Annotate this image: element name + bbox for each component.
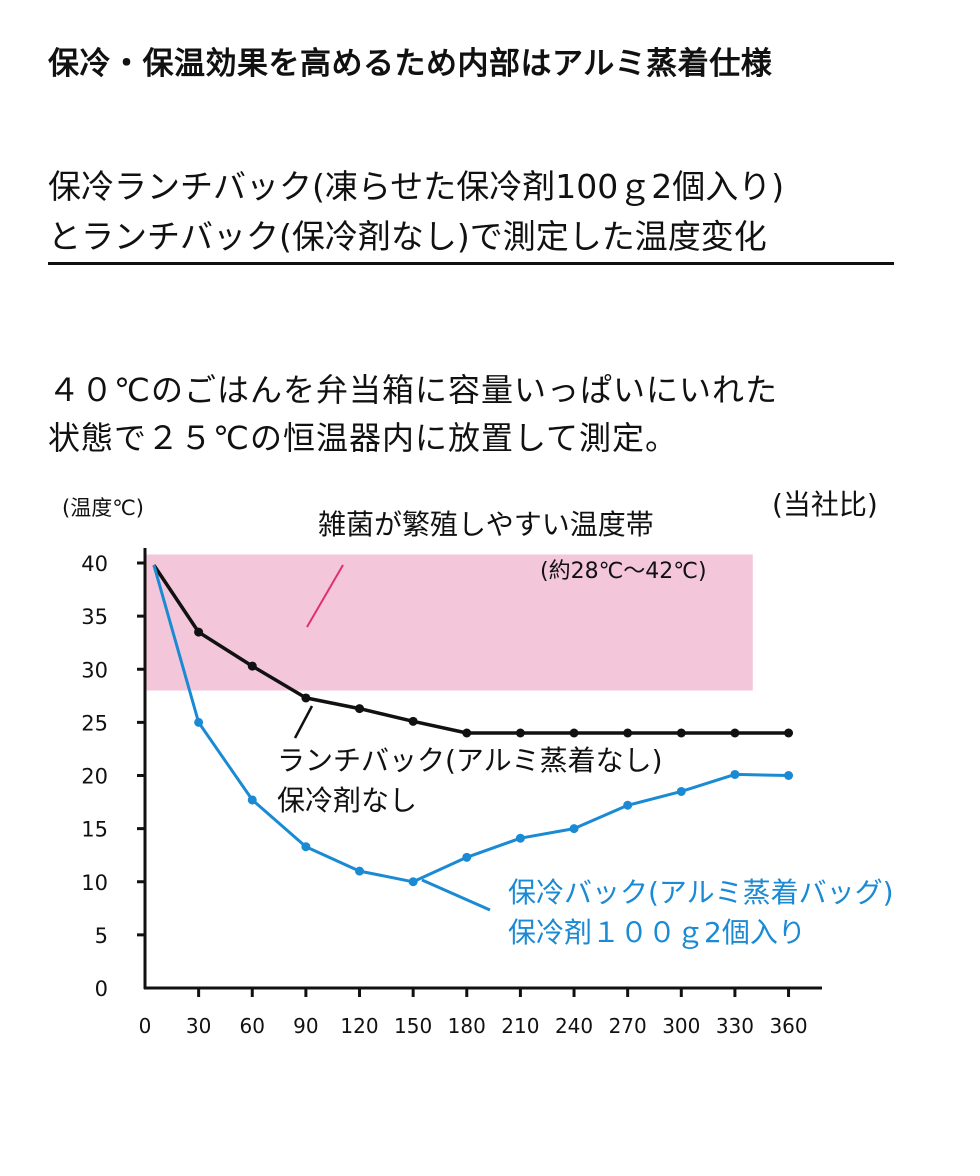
x-tick-label: 120: [340, 1014, 378, 1038]
band-range-label: (約28℃〜42℃): [540, 559, 707, 584]
data-point: [301, 842, 311, 852]
x-tick-label: 210: [501, 1014, 539, 1038]
band-label: 雑菌が繁殖しやすい温度帯: [318, 508, 654, 541]
chart-subtitle: 保冷ランチバック(凍らせた保冷剤100ｇ2個入り) とランチバック(保冷剤なし)…: [48, 162, 908, 262]
data-point: [730, 728, 740, 738]
data-point: [408, 716, 418, 726]
y-tick-label: 30: [81, 658, 108, 682]
data-point: [462, 728, 472, 738]
comparison-note: (当社比): [772, 488, 878, 521]
data-point: [355, 704, 365, 714]
temperature-chart: 雑菌が繁殖しやすい温度帯 (約28℃〜42℃) (温度℃) (当社比) 0 5 10…: [62, 488, 894, 1038]
data-point: [247, 795, 257, 805]
y-tick-label: 25: [81, 711, 108, 735]
description-line-1: ４０℃のごはんを弁当箱に容量いっぱいにいれた: [48, 371, 778, 409]
series-lunch-bag-label-line-1: ランチバック(アルミ蒸着なし): [277, 744, 663, 777]
x-axis-ticks: 0 30 60 90 120 150 180 210 240 270 300 330 360: [139, 988, 808, 1038]
description-line-2: 状態で２５℃の恒温器内に放置して測定。: [48, 419, 678, 457]
series-cooler-bag-label-line-2: 保冷剤１００ｇ2個入り: [508, 916, 806, 949]
x-tick-label: 90: [293, 1014, 318, 1038]
subtitle-underline: [48, 262, 894, 265]
data-point: [676, 728, 686, 738]
y-tick-label: 10: [81, 871, 108, 895]
x-tick-label: 150: [394, 1014, 432, 1038]
data-point: [301, 693, 311, 703]
data-point: [194, 717, 204, 727]
y-tick-label: 35: [81, 605, 108, 629]
data-point: [194, 627, 204, 637]
series-cooler-bag-pointer: [421, 878, 491, 912]
x-tick-label: 330: [716, 1014, 754, 1038]
series-lunch-bag-label-line-2: 保冷剤なし: [277, 784, 417, 817]
x-tick-label: 360: [769, 1014, 807, 1038]
series-lunch-bag: ランチバック(アルミ蒸着なし) 保冷剤なし: [152, 564, 794, 817]
series-lunch-bag-pointer: [293, 705, 314, 739]
x-tick-label: 270: [609, 1014, 647, 1038]
series-cooler-bag-points: [194, 717, 794, 887]
data-point: [355, 866, 365, 876]
subtitle-line-2: とランチバック(保冷剤なし)で測定した温度変化: [48, 217, 767, 256]
y-tick-label: 40: [81, 552, 108, 576]
x-tick-label: 60: [240, 1014, 265, 1038]
x-tick-label: 0: [139, 1014, 152, 1038]
data-point: [569, 728, 579, 738]
data-point: [676, 786, 686, 796]
subtitle-line-1: 保冷ランチバック(凍らせた保冷剤100ｇ2個入り): [48, 167, 785, 206]
data-point: [784, 771, 794, 780]
series-cooler-bag-label-line-1: 保冷バック(アルミ蒸着バッグ): [508, 876, 894, 909]
x-tick-label: 30: [186, 1014, 211, 1038]
band-pointer-line: [306, 564, 344, 628]
data-point: [247, 661, 257, 671]
series-lunch-bag-points: [194, 627, 794, 738]
data-point: [623, 800, 633, 810]
y-tick-label: 5: [95, 924, 108, 948]
data-point: [515, 833, 525, 843]
x-tick-label: 180: [448, 1014, 486, 1038]
data-point: [730, 769, 740, 779]
bacteria-growth-band: [145, 554, 753, 691]
y-tick-label: 20: [81, 765, 108, 789]
x-tick-label: 300: [662, 1014, 700, 1038]
data-point: [623, 728, 633, 738]
data-point: [515, 728, 525, 738]
data-point: [569, 824, 579, 834]
y-axis-label: (温度℃): [62, 496, 144, 520]
measurement-description: ４０℃のごはんを弁当箱に容量いっぱいにいれた 状態で２５℃の恒温器内に放置して測…: [48, 366, 778, 462]
series-cooler-bag: 保冷バック(アルミ蒸着バッグ) 保冷剤１００ｇ2個入り: [152, 564, 894, 949]
x-tick-label: 240: [555, 1014, 593, 1038]
data-point: [408, 877, 418, 887]
data-point: [462, 852, 472, 862]
y-tick-label: 15: [81, 818, 108, 842]
y-tick-label: 0: [95, 977, 108, 1001]
headline: 保冷・保温効果を高めるため内部はアルミ蒸着仕様: [48, 46, 773, 82]
data-point: [784, 728, 794, 738]
y-axis-ticks: 0 5 10 15 20 25 30 35 40: [81, 552, 145, 1001]
